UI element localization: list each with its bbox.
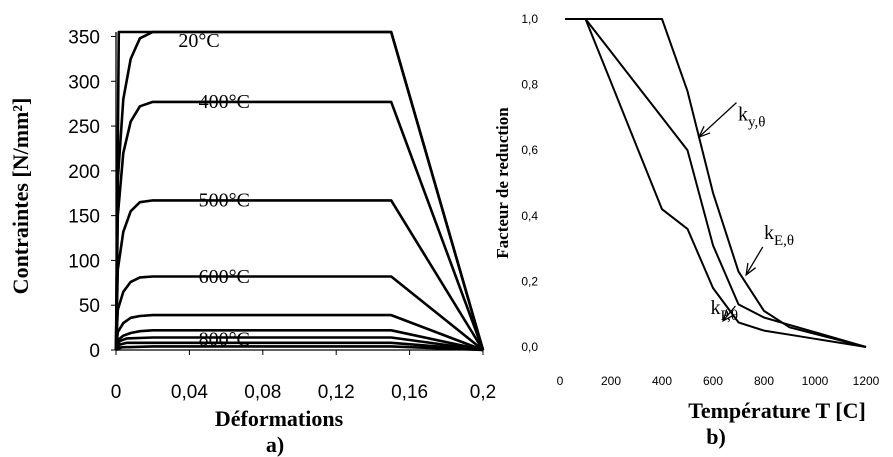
x-axis-label-b: Température T [C] [688, 398, 866, 423]
curve-a [114, 30, 485, 351]
annotation-arrow [698, 102, 737, 138]
curve-label: 400°C [199, 91, 250, 113]
arrowhead [697, 126, 711, 139]
y-tick-label-a: 300 [68, 72, 100, 93]
curve-a [114, 313, 484, 352]
x-tick-label-b: 200 [601, 374, 621, 388]
y-tick-label-b: 0,8 [521, 78, 538, 92]
reduction-curve [565, 18, 867, 348]
curve-a [114, 336, 484, 352]
tick-labels-a: 0 0,04 0,08 0,12 0,16 0,2 0 50 100 150 200 250 300 35… [68, 27, 496, 403]
curve-a [114, 275, 484, 352]
y-axis-label-a: Contraintes [N/mm²] [8, 98, 33, 295]
x-axis-label-a: Déformations [215, 406, 344, 431]
curve-a [114, 329, 484, 352]
y-tick-label-a: 50 [79, 296, 100, 317]
y-tick-label-a: 200 [68, 162, 100, 183]
panel-label-a: a) [266, 432, 284, 457]
y-tick-label-a: 0 [89, 341, 100, 362]
y-tick-label-a: 350 [68, 27, 100, 48]
curve-label: 500°C [199, 190, 250, 212]
tick-labels-b: 0 200 400 600 800 1000 1200 0,0 0,2 0,4 0,6 0,8 1,0 [521, 12, 879, 388]
x-tick-label-b: 400 [652, 374, 672, 388]
curve-a [114, 341, 484, 352]
stress-strain-chart: 0 0,04 0,08 0,12 0,16 0,2 0 50 100 150 200 250 300 35… [8, 27, 496, 457]
x-tick-label-b: 0 [557, 374, 564, 388]
y-tick-label-b: 0,0 [521, 340, 538, 354]
curve-labels-a: 20°C 400°C 500°C 600°C 800°C [178, 30, 250, 350]
annotation-label: kP,θ [710, 297, 738, 324]
curve-a [115, 345, 484, 352]
curve-label: 20°C [178, 30, 219, 52]
annotation-label: ky,θ [738, 104, 765, 131]
y-tick-label-a: 100 [68, 251, 100, 272]
annotation-base: k [764, 222, 774, 244]
x-tick-label-b: 600 [703, 374, 723, 388]
curve-a [114, 199, 485, 351]
curve-label: 600°C [199, 266, 250, 288]
arrowhead [722, 309, 734, 323]
x-tick-label-a: 0,16 [391, 382, 428, 403]
annotation-arrow [722, 305, 736, 322]
x-tick-label-b: 800 [754, 374, 774, 388]
reduction-curve [565, 18, 867, 348]
curves-a [114, 30, 485, 352]
y-tick-label-a: 150 [68, 207, 100, 228]
x-tick-label-b: 1000 [802, 374, 829, 388]
y-tick-label-b: 0,6 [521, 143, 538, 157]
x-tick-label-a: 0,2 [470, 382, 496, 403]
curve-a [114, 30, 485, 351]
annotation-subscript: y,θ [748, 115, 765, 131]
panel-label-b: b) [706, 424, 726, 449]
y-tick-label-b: 0,4 [521, 209, 538, 223]
arrowhead [745, 262, 757, 277]
reduction-factor-chart: 0 200 400 600 800 1000 12000,00,20,40,60,81,0 … [493, 12, 880, 449]
x-tick-label-a: 0,04 [171, 382, 208, 403]
curves-b [565, 18, 867, 348]
curve-a [114, 100, 485, 351]
curve-label: 800°C [199, 328, 250, 350]
y-axis-label-b: Facteur de reduction [493, 107, 512, 259]
annotation-base: k [738, 104, 748, 126]
annotation-arrow [745, 246, 764, 276]
annotation-base: k [710, 297, 720, 319]
reduction-curve [565, 18, 867, 348]
x-tick-label-a: 0 [111, 382, 122, 403]
annotation-subscript: P,θ [720, 308, 738, 324]
annotation-subscript: E,θ [774, 233, 794, 249]
y-tick-label-b: 0,2 [521, 274, 538, 288]
annotation-label: kE,θ [764, 222, 794, 249]
y-tick-label-b: 1,0 [521, 12, 538, 26]
x-tick-label-a: 0,12 [318, 382, 355, 403]
y-tick-label-a: 250 [68, 117, 100, 138]
x-tick-label-b: 1200 [853, 374, 880, 388]
x-tick-label-a: 0,08 [244, 382, 281, 403]
annotations-b: ky,θkE,θkP,θ [697, 102, 794, 324]
